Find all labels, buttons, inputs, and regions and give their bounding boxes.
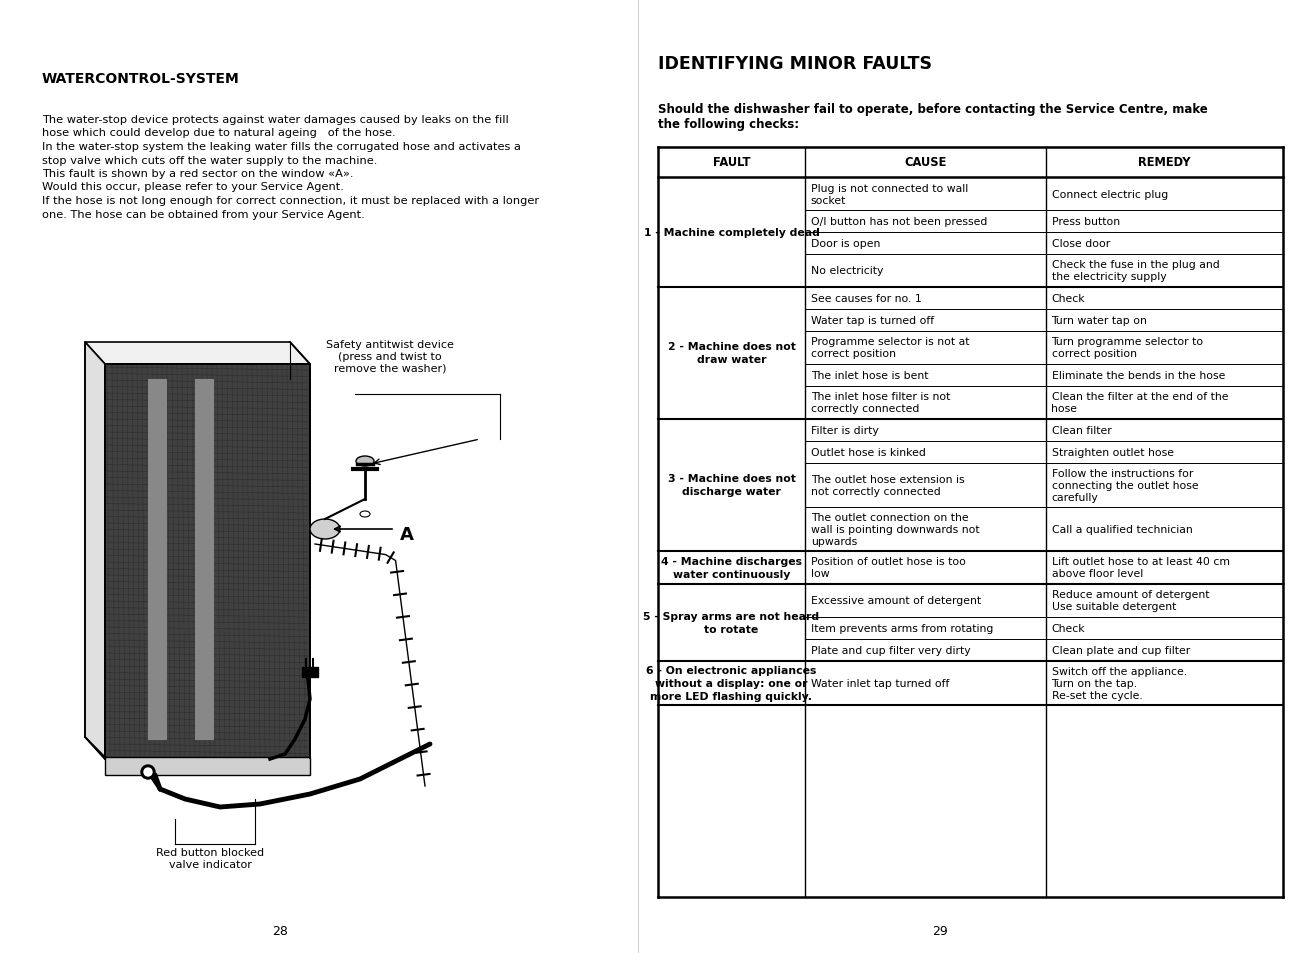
Text: The outlet hose extension is: The outlet hose extension is: [811, 475, 964, 484]
Text: Outlet hose is kinked: Outlet hose is kinked: [811, 448, 926, 457]
Text: A: A: [400, 525, 413, 543]
Text: This fault is shown by a red sector on the window «A».: This fault is shown by a red sector on t…: [42, 169, 353, 179]
Text: carefully: carefully: [1052, 493, 1099, 502]
Polygon shape: [85, 343, 310, 365]
Text: not correctly connected: not correctly connected: [811, 486, 940, 497]
Text: hose: hose: [1052, 404, 1078, 414]
Text: The inlet hose is bent: The inlet hose is bent: [811, 371, 929, 380]
Text: Connect electric plug: Connect electric plug: [1052, 190, 1168, 199]
Text: FAULT: FAULT: [713, 156, 751, 170]
Text: Use suitable detergent: Use suitable detergent: [1052, 602, 1176, 612]
Text: Follow the instructions for: Follow the instructions for: [1052, 469, 1193, 478]
Bar: [105, 365, 310, 760]
Text: Water inlet tap turned off: Water inlet tap turned off: [811, 679, 950, 688]
Ellipse shape: [310, 519, 340, 539]
Text: the following checks:: the following checks:: [658, 118, 799, 131]
Text: Water tap is turned off: Water tap is turned off: [811, 315, 934, 326]
Text: Item prevents arms from rotating: Item prevents arms from rotating: [811, 623, 993, 634]
Text: Re-set the cycle.: Re-set the cycle.: [1052, 690, 1142, 700]
Text: Straighten outlet hose: Straighten outlet hose: [1052, 448, 1173, 457]
Text: 3 - Machine does not: 3 - Machine does not: [667, 474, 795, 484]
Text: If the hose is not long enough for correct connection, it must be replaced with : If the hose is not long enough for corre…: [42, 195, 539, 206]
Text: Turn water tap on: Turn water tap on: [1052, 315, 1147, 326]
Text: The water-stop device protects against water damages caused by leaks on the fill: The water-stop device protects against w…: [42, 115, 509, 125]
Text: See causes for no. 1: See causes for no. 1: [811, 294, 922, 304]
Text: Door is open: Door is open: [811, 239, 880, 249]
Text: Programme selector is not at: Programme selector is not at: [811, 337, 969, 347]
Text: Plug is not connected to wall: Plug is not connected to wall: [811, 183, 968, 193]
Text: CAUSE: CAUSE: [904, 156, 947, 170]
Text: above floor level: above floor level: [1052, 569, 1143, 578]
Text: hose which could develop due to natural ageing   of the hose.: hose which could develop due to natural …: [42, 129, 395, 138]
Text: The outlet connection on the: The outlet connection on the: [811, 513, 968, 522]
Text: draw water: draw water: [697, 355, 766, 365]
Text: Eliminate the bends in the hose: Eliminate the bends in the hose: [1052, 371, 1224, 380]
Bar: [195, 379, 213, 740]
Text: discharge water: discharge water: [681, 487, 781, 497]
Text: Reduce amount of detergent: Reduce amount of detergent: [1052, 590, 1209, 599]
Text: correct position: correct position: [1052, 349, 1137, 359]
Text: stop valve which cuts off the water supply to the machine.: stop valve which cuts off the water supp…: [42, 155, 378, 165]
Text: REMEDY: REMEDY: [1138, 156, 1190, 170]
Text: one. The hose can be obtained from your Service Agent.: one. The hose can be obtained from your …: [42, 210, 365, 219]
Text: more LED flashing quickly.: more LED flashing quickly.: [650, 691, 812, 701]
Ellipse shape: [360, 512, 370, 517]
Text: Safety antitwist device
(press and twist to
remove the washer): Safety antitwist device (press and twist…: [326, 339, 454, 373]
Text: Turn on the tap.: Turn on the tap.: [1052, 679, 1138, 688]
Text: Turn programme selector to: Turn programme selector to: [1052, 337, 1203, 347]
Text: Clean plate and cup filter: Clean plate and cup filter: [1052, 645, 1190, 656]
Text: Switch off the appliance.: Switch off the appliance.: [1052, 666, 1186, 677]
Text: O/I button has not been pressed: O/I button has not been pressed: [811, 216, 988, 227]
Text: low: low: [811, 569, 829, 578]
Text: Check: Check: [1052, 623, 1086, 634]
Ellipse shape: [356, 456, 374, 467]
Text: 4 - Machine discharges: 4 - Machine discharges: [661, 557, 802, 566]
Text: Check the fuse in the plug and: Check the fuse in the plug and: [1052, 260, 1219, 271]
Text: WATERCONTROL-SYSTEM: WATERCONTROL-SYSTEM: [42, 71, 239, 86]
Text: No electricity: No electricity: [811, 266, 883, 276]
Circle shape: [144, 768, 152, 776]
Text: Lift outlet hose to at least 40 cm: Lift outlet hose to at least 40 cm: [1052, 557, 1230, 567]
Bar: [105, 758, 310, 775]
Text: connecting the outlet hose: connecting the outlet hose: [1052, 480, 1198, 491]
Text: without a display: one or: without a display: one or: [655, 679, 807, 688]
Text: Clean the filter at the end of the: Clean the filter at the end of the: [1052, 392, 1228, 402]
Text: 6 - On electronic appliances: 6 - On electronic appliances: [646, 665, 816, 676]
Text: Position of outlet hose is too: Position of outlet hose is too: [811, 557, 965, 567]
Polygon shape: [85, 343, 105, 760]
Text: Press button: Press button: [1052, 216, 1120, 227]
Text: 29: 29: [933, 924, 948, 938]
Text: to rotate: to rotate: [704, 624, 759, 635]
Circle shape: [141, 765, 156, 780]
Text: Plate and cup filter very dirty: Plate and cup filter very dirty: [811, 645, 971, 656]
Text: Call a qualified technician: Call a qualified technician: [1052, 524, 1193, 535]
Text: Check: Check: [1052, 294, 1086, 304]
Polygon shape: [302, 667, 318, 678]
Text: correctly connected: correctly connected: [811, 404, 920, 414]
Text: wall is pointing downwards not: wall is pointing downwards not: [811, 524, 980, 535]
Text: Close door: Close door: [1052, 239, 1109, 249]
Text: Should the dishwasher fail to operate, before contacting the Service Centre, mak: Should the dishwasher fail to operate, b…: [658, 103, 1207, 116]
Text: Clean filter: Clean filter: [1052, 426, 1112, 436]
Text: IDENTIFYING MINOR FAULTS: IDENTIFYING MINOR FAULTS: [658, 55, 933, 73]
Text: 1 - Machine completely dead: 1 - Machine completely dead: [644, 228, 819, 237]
Bar: [148, 379, 166, 740]
Text: 5 - Spray arms are not heard: 5 - Spray arms are not heard: [644, 612, 820, 621]
Text: water continuously: water continuously: [672, 569, 790, 579]
Text: Filter is dirty: Filter is dirty: [811, 426, 879, 436]
Text: The inlet hose filter is not: The inlet hose filter is not: [811, 392, 950, 402]
Bar: [105, 365, 310, 760]
Text: correct position: correct position: [811, 349, 896, 359]
Text: Excessive amount of detergent: Excessive amount of detergent: [811, 596, 981, 606]
Text: In the water-stop system the leaking water fills the corrugated hose and activat: In the water-stop system the leaking wat…: [42, 142, 521, 152]
Text: the electricity supply: the electricity supply: [1052, 273, 1167, 282]
Text: socket: socket: [811, 195, 846, 205]
Text: 28: 28: [272, 924, 288, 938]
Text: 2 - Machine does not: 2 - Machine does not: [667, 342, 795, 352]
Text: Red button blocked
valve indicator: Red button blocked valve indicator: [156, 847, 264, 869]
Text: Would this occur, please refer to your Service Agent.: Would this occur, please refer to your S…: [42, 182, 344, 193]
Text: upwards: upwards: [811, 537, 857, 546]
